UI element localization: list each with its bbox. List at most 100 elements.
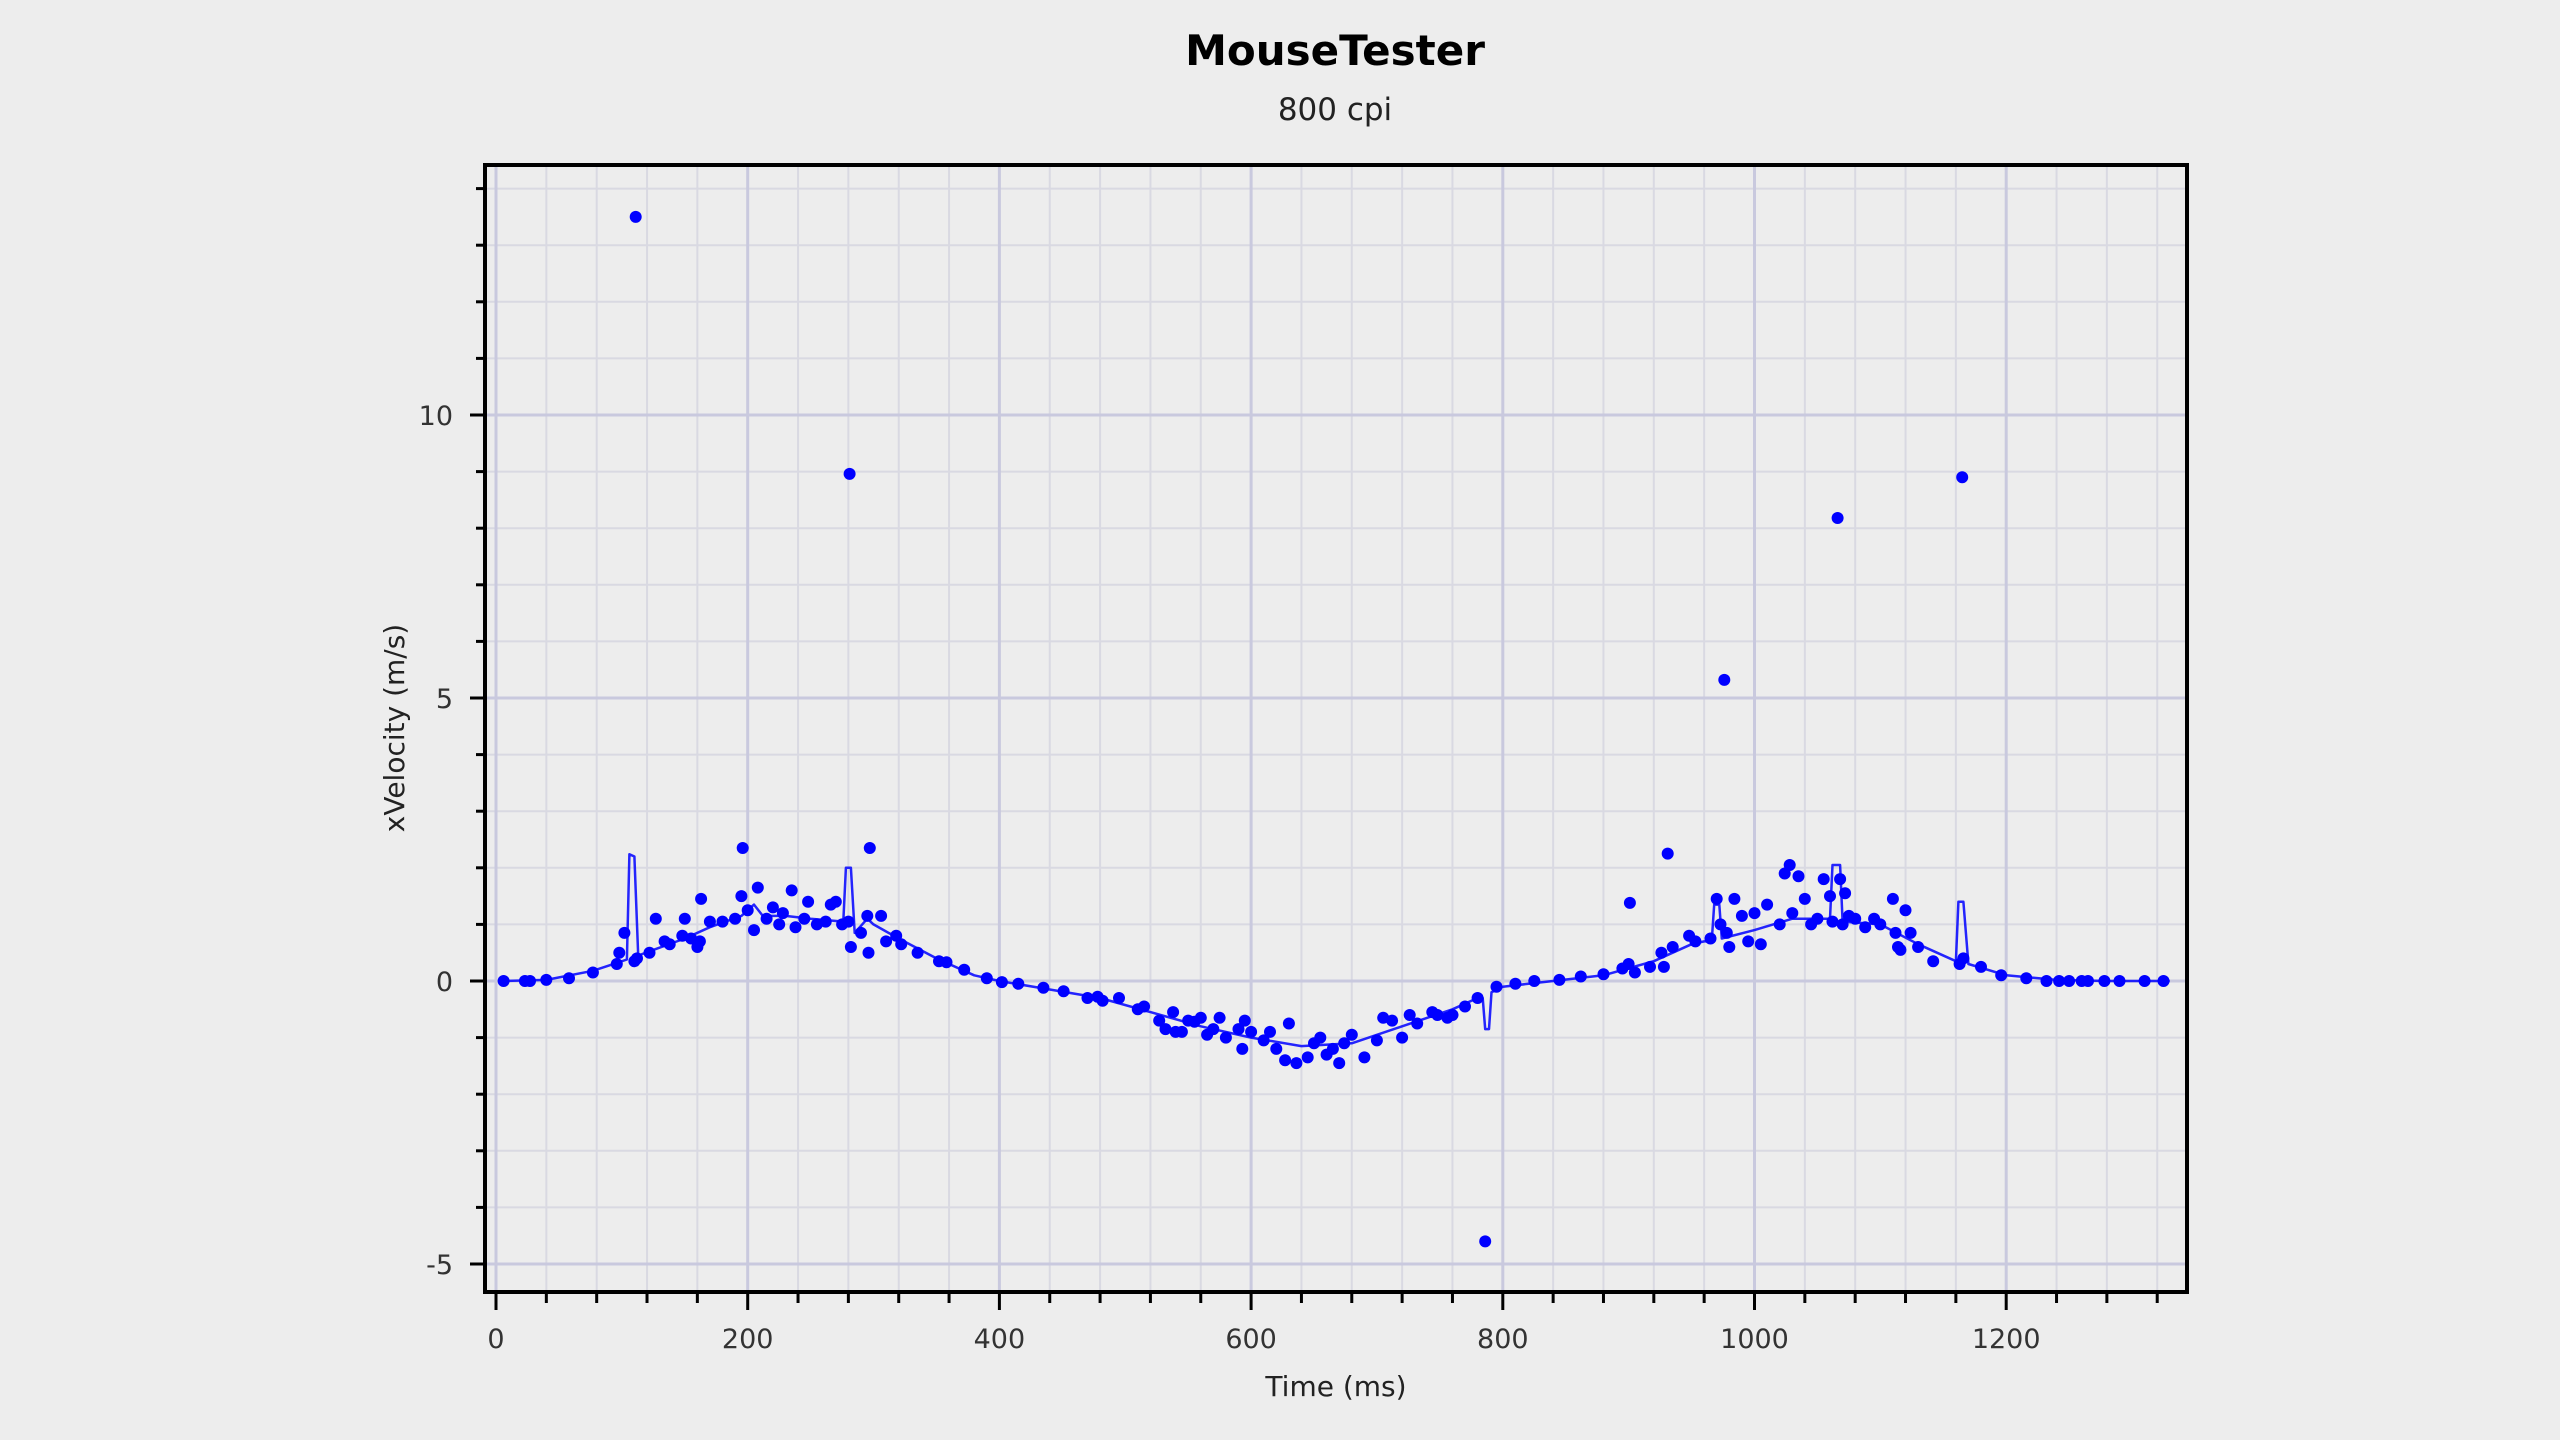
data-point xyxy=(2053,975,2066,987)
data-point xyxy=(1811,912,1824,925)
data-point xyxy=(1446,1009,1459,1021)
y-tick-label: 5 xyxy=(436,684,453,715)
data-point xyxy=(1894,943,1907,956)
data-point xyxy=(1159,1023,1172,1036)
data-point xyxy=(1975,960,1987,973)
data-point xyxy=(736,842,749,854)
data-point xyxy=(1995,969,2008,982)
data-point xyxy=(695,892,708,905)
data-point xyxy=(1622,958,1635,970)
data-point xyxy=(1836,918,1849,931)
data-point xyxy=(613,946,626,959)
data-point xyxy=(1826,915,1839,928)
data-point xyxy=(2063,975,2076,987)
data-point xyxy=(1831,512,1844,524)
y-axis: -5 0 5 10 xyxy=(419,187,485,1281)
data-point xyxy=(1479,1235,1492,1248)
data-point xyxy=(1431,1009,1444,1021)
data-point xyxy=(1742,935,1755,948)
data-point xyxy=(2020,972,2033,985)
data-point xyxy=(785,884,798,897)
data-point xyxy=(629,210,642,223)
data-point xyxy=(1358,1051,1371,1064)
data-point xyxy=(1386,1014,1399,1027)
data-point xyxy=(1403,1009,1416,1021)
data-point xyxy=(663,938,676,951)
major-gridlines xyxy=(485,165,2187,1292)
data-point xyxy=(1459,1000,1471,1013)
data-point xyxy=(741,904,754,917)
data-point xyxy=(1773,918,1786,931)
data-point xyxy=(1748,907,1761,920)
data-point xyxy=(1290,1057,1303,1070)
x-tick-label: 1000 xyxy=(1720,1324,1789,1355)
data-point xyxy=(1411,1017,1424,1030)
data-point xyxy=(1628,966,1641,979)
data-point xyxy=(563,972,575,985)
data-point xyxy=(1138,1000,1151,1013)
data-point xyxy=(2098,975,2111,987)
data-point xyxy=(1153,1014,1166,1027)
data-point xyxy=(1194,1011,1207,1024)
data-point xyxy=(940,956,953,969)
data-point xyxy=(1257,1034,1270,1047)
y-axis-title: xVelocity (m/s) xyxy=(378,624,411,832)
data-point xyxy=(1279,1054,1292,1067)
data-point xyxy=(586,966,599,979)
data-point xyxy=(678,912,691,925)
data-point xyxy=(1345,1028,1358,1041)
data-point xyxy=(1710,892,1723,905)
x-tick-label: 0 xyxy=(487,1324,504,1355)
data-point xyxy=(693,935,706,948)
data-point xyxy=(1689,935,1702,948)
data-point xyxy=(1849,912,1862,925)
data-point xyxy=(863,842,876,854)
data-point xyxy=(1956,471,1969,484)
data-point xyxy=(1817,873,1830,886)
data-point xyxy=(1081,992,1094,1004)
data-point xyxy=(844,941,857,953)
data-point xyxy=(1735,909,1748,922)
data-point xyxy=(1723,941,1736,953)
data-point xyxy=(643,946,656,959)
data-point xyxy=(1037,981,1050,994)
data-point xyxy=(631,952,643,965)
data-point xyxy=(1012,977,1025,990)
data-point xyxy=(735,890,748,903)
data-point xyxy=(1207,1023,1220,1036)
data-point xyxy=(842,915,855,928)
data-point xyxy=(829,895,842,908)
data-point xyxy=(1509,977,1522,990)
data-point xyxy=(1912,941,1925,953)
data-point xyxy=(773,918,786,931)
data-point xyxy=(1333,1057,1346,1070)
data-point xyxy=(895,938,908,951)
data-point xyxy=(855,926,867,939)
data-point xyxy=(751,881,764,894)
chart-subtitle: 800 cpi xyxy=(1277,92,1393,128)
data-point xyxy=(1219,1031,1232,1044)
data-point xyxy=(1754,938,1767,951)
data-point xyxy=(618,926,631,939)
x-tick-label: 200 xyxy=(722,1324,774,1355)
data-point xyxy=(980,972,993,985)
data-point xyxy=(1886,892,1899,905)
data-point xyxy=(1528,975,1541,987)
y-tick-label: 0 xyxy=(436,967,453,998)
plot-frame xyxy=(483,163,2189,1294)
data-point xyxy=(861,909,874,922)
data-point xyxy=(1113,992,1125,1004)
data-point xyxy=(729,912,742,925)
velocity-scatter-series xyxy=(497,210,2170,1248)
data-point xyxy=(748,924,760,937)
data-point xyxy=(875,909,888,922)
y-tick-label: 10 xyxy=(419,401,453,432)
y-tick-label: -5 xyxy=(426,1250,453,1281)
chart-title: MouseTester xyxy=(1185,26,1485,75)
data-point xyxy=(1655,946,1668,959)
data-point xyxy=(610,958,623,970)
data-point xyxy=(1661,847,1674,860)
data-point xyxy=(802,895,815,908)
data-point xyxy=(1889,926,1902,939)
